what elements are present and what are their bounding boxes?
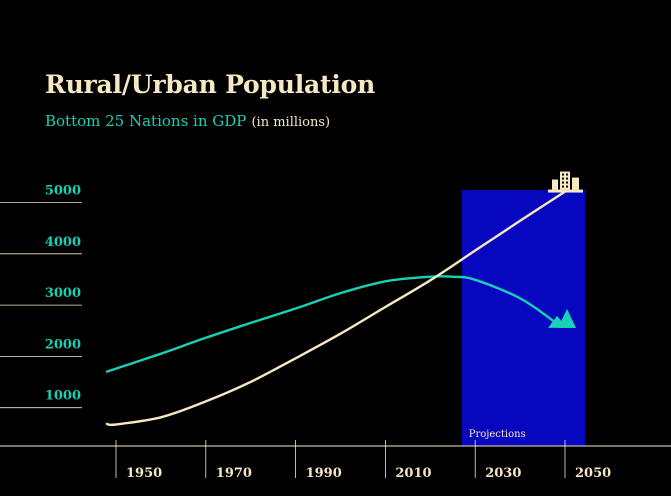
- y-tick-label: 3000: [45, 286, 81, 301]
- x-tick-label: 1990: [306, 466, 342, 481]
- y-tick-label: 5000: [45, 184, 81, 199]
- mountains-icon: [548, 308, 577, 328]
- x-tick-label: 2050: [575, 466, 611, 481]
- city-buildings-icon: [548, 171, 583, 193]
- x-tick-label: 1970: [216, 466, 252, 481]
- x-tick-label: 1950: [126, 466, 162, 481]
- x-tick-label: 2030: [485, 466, 521, 481]
- y-tick-label: 1000: [45, 389, 81, 404]
- x-tick-label: 2010: [395, 466, 431, 481]
- series-line-urban: [105, 190, 567, 427]
- y-tick-label: 2000: [45, 337, 81, 352]
- series-line-rural: [105, 275, 558, 373]
- projection-label: Projections: [469, 429, 526, 440]
- chart-subtitle: Bottom 25 Nations in GDP (in millions): [45, 111, 330, 130]
- chart-subtitle-unit: (in millions): [251, 115, 331, 130]
- chart-title: Rural/Urban Population: [45, 70, 376, 99]
- y-tick-label: 4000: [45, 235, 81, 250]
- chart-subtitle-main: Bottom 25 Nations in GDP: [45, 112, 247, 130]
